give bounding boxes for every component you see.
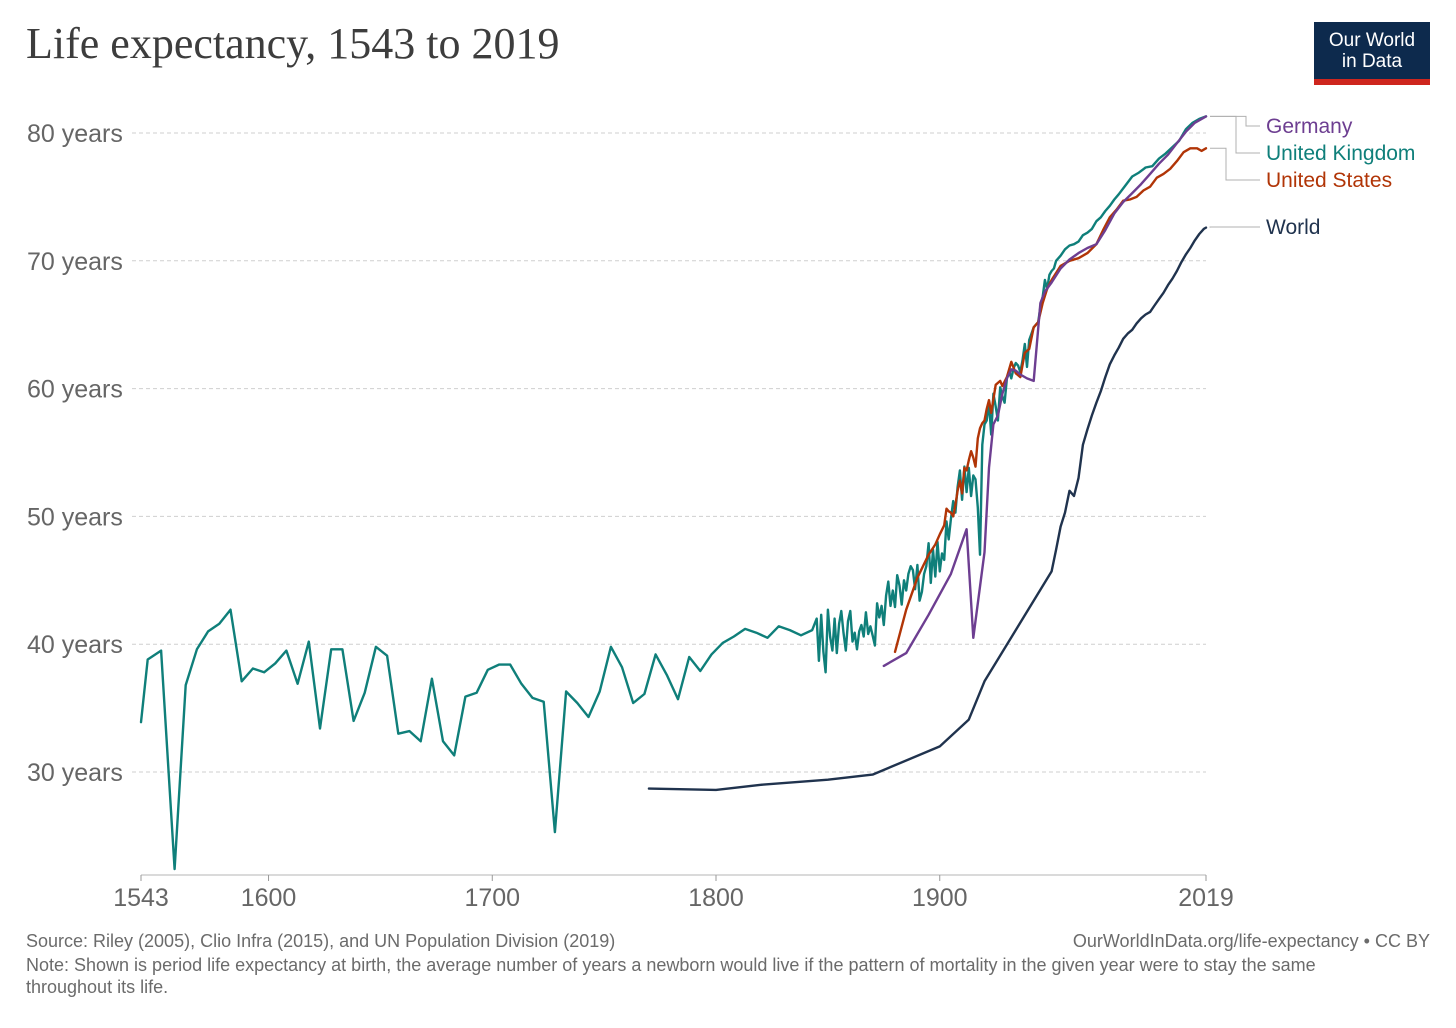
x-tick-label: 1800 (688, 884, 744, 912)
series-line-germany[interactable] (882, 115, 1208, 668)
x-tick-label: 1600 (241, 884, 297, 912)
x-axis: 1543 1600 1700 1800 1900 2019 (113, 874, 1234, 912)
legend-connector (1210, 147, 1260, 181)
x-tick-label: 1900 (912, 884, 968, 912)
series-line-united-states[interactable] (893, 147, 1208, 654)
legend-connector (1210, 115, 1260, 127)
chart-title: Life expectancy, 1543 to 2019 (26, 19, 560, 68)
y-tick-label: 40 years (27, 631, 123, 659)
chart-footer: Source: Riley (2005), Clio Infra (2015),… (26, 930, 1430, 998)
legend-connector (1209, 226, 1260, 228)
logo-line-1: Our World (1328, 30, 1416, 51)
y-tick-label: 80 years (27, 120, 123, 148)
y-tick-label: 50 years (27, 503, 123, 531)
legend-label-united-kingdom[interactable]: United Kingdom (1266, 142, 1415, 165)
x-tick-label: 1700 (464, 884, 520, 912)
x-tick-label: 2019 (1178, 884, 1234, 912)
y-tick-label: 30 years (27, 759, 123, 787)
source-text: Source: Riley (2005), Clio Infra (2015),… (26, 931, 616, 951)
series-line-united-kingdom[interactable] (139, 115, 1208, 871)
legend: Germany United Kingdom United States World (1209, 115, 1415, 239)
legend-connector (1210, 115, 1260, 154)
y-tick-label: 60 years (27, 376, 123, 404)
x-tick-label: 1543 (113, 884, 169, 912)
life-expectancy-chart: 30 years 40 years 50 years 60 years 70 years… (27, 115, 1415, 912)
legend-label-world[interactable]: World (1266, 216, 1320, 239)
logo-line-2: in Data (1341, 51, 1403, 72)
legend-label-united-states[interactable]: United States (1266, 169, 1392, 192)
series-lines (139, 115, 1208, 871)
y-tick-label: 70 years (27, 248, 123, 276)
note-text: Note: Shown is period life expectancy at… (26, 955, 1316, 997)
gridlines: 30 years 40 years 50 years 60 years 70 years… (27, 120, 1206, 787)
series-line-world[interactable] (647, 226, 1208, 792)
source-url-link[interactable]: OurWorldInData.org/life-expectancy • CC … (1072, 931, 1430, 951)
legend-label-germany[interactable]: Germany (1266, 115, 1353, 138)
owid-logo[interactable]: Our World in Data (1314, 22, 1430, 85)
